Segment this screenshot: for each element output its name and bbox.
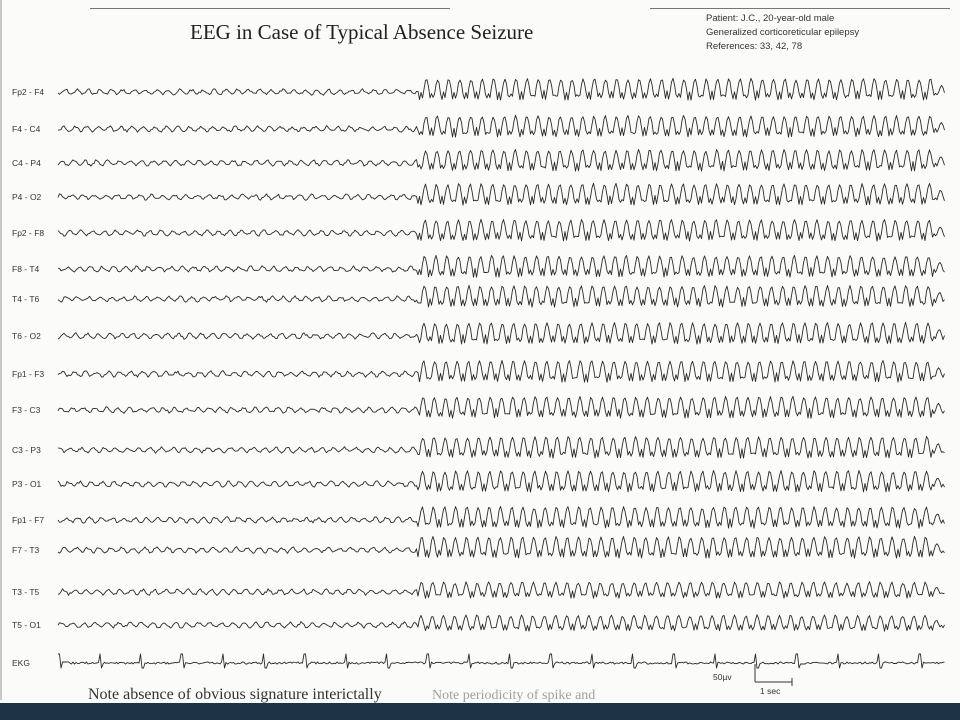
channel-traces [57,77,945,669]
eeg-channel-trace [57,360,945,383]
eeg-channel-trace [57,182,945,206]
caption-note: Note absence of obvious signature interi… [88,686,382,703]
channel-label: F3 - C3 [12,405,41,415]
channel-label: F8 - T4 [12,264,40,274]
channel-label: T4 - T6 [12,294,40,304]
channel-label: Fp1 - F7 [12,515,44,525]
channel-label: F7 - T3 [12,545,40,555]
patient-line: Patient: J.C., 20-year-old male [706,13,835,24]
ekg-trace [58,653,945,669]
time-scale-label: 1 sec [760,686,781,696]
channel-label: C3 - P3 [12,445,41,455]
eeg-channel-trace [57,114,945,138]
page-edge-rule [0,0,2,700]
top-rule-left [90,8,450,9]
eeg-channel-trace [57,470,945,493]
eeg-channel-trace [57,321,945,345]
channel-label: T5 - O1 [12,620,41,630]
eeg-channel-trace [57,148,945,172]
patient-info: Patient: J.C., 20-year-old male Generali… [706,12,859,54]
channel-label: Fp2 - F8 [12,228,44,238]
calibration-scale: 50µv 1 sec [713,664,793,696]
bottom-bar [0,703,960,720]
channel-label: F4 - C4 [12,124,41,134]
eeg-channel-trace [57,218,945,242]
eeg-channel-trace [57,581,945,599]
eeg-channel-trace [57,614,945,632]
top-rule-right [650,8,950,9]
eeg-channel-trace [57,284,945,308]
eeg-channel-trace [57,395,945,419]
channel-label: T3 - T5 [12,587,40,597]
channel-label: P3 - O1 [12,479,42,489]
channel-label: P4 - O2 [12,192,42,202]
eeg-channel-trace [57,535,945,559]
eeg-channel-trace [57,436,945,459]
figure-title: EEG in Case of Typical Absence Seizure [190,20,534,44]
caption-note-partial: Note periodicity of spike and [432,688,596,703]
amplitude-scale-label: 50µv [713,672,732,682]
eeg-channel-trace [57,254,945,278]
channel-label: C4 - P4 [12,158,41,168]
eeg-channel-trace [57,77,945,101]
references-line: References: 33, 42, 78 [706,41,803,52]
channel-labels: Fp2 - F4 F4 - C4 C4 - P4 P4 - O2 Fp2 - F8 F8 … [12,87,44,668]
channel-label: Fp1 - F3 [12,369,44,379]
channel-label: T6 - O2 [12,331,41,341]
diagnosis-line: Generalized corticoreticular epilepsy [706,27,860,38]
eeg-channel-trace [57,505,945,529]
channel-label: Fp2 - F4 [12,87,44,97]
channel-label: EKG [12,658,30,668]
